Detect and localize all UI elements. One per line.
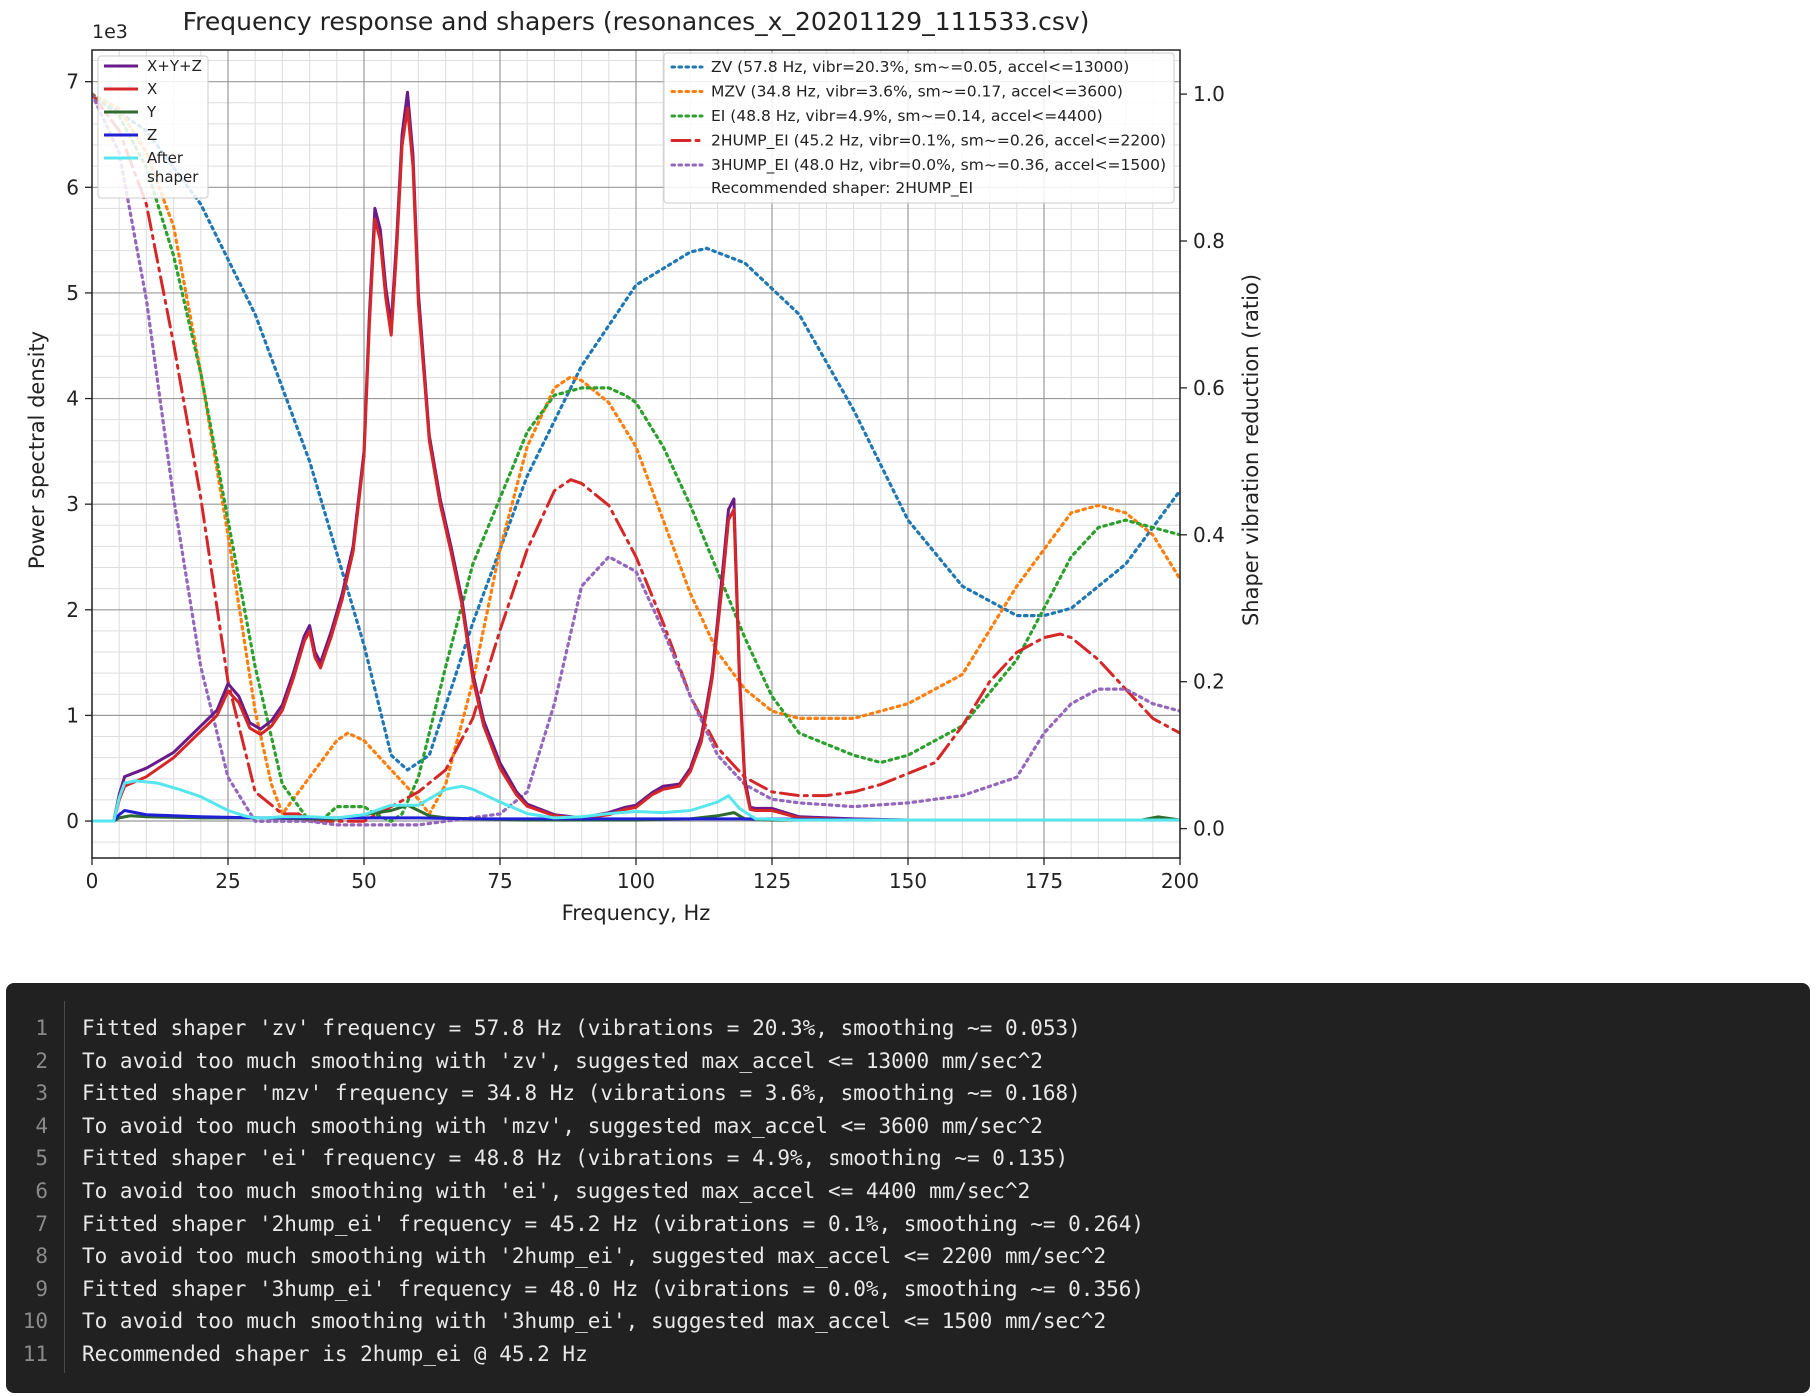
line-text: To avoid too much smoothing with 'zv', s… xyxy=(82,1048,1043,1073)
legend-psd-label: X xyxy=(147,80,157,98)
y-tick-label: 3 xyxy=(66,492,79,516)
legend-shaper-label: MZV (34.8 Hz, vibr=3.6%, sm~=0.17, accel… xyxy=(711,83,1123,101)
console-output: 1 Fitted shaper 'zv' frequency = 57.8 Hz … xyxy=(6,983,1810,1393)
legend-psd-label: After xyxy=(147,149,184,167)
x-tick-label: 75 xyxy=(487,869,512,893)
code-line: 6 To avoid too much smoothing with 'ei', … xyxy=(6,1175,1810,1208)
code-line: 11 Recommended shaper is 2hump_ei @ 45.2 … xyxy=(6,1338,1810,1371)
line-number: 3 xyxy=(35,1081,48,1106)
legend-psd-label: shaper xyxy=(147,168,199,186)
y-tick-label: 7 xyxy=(66,70,79,94)
legend-shaper-label: EI (48.8 Hz, vibr=4.9%, sm~=0.14, accel<… xyxy=(711,107,1103,125)
legend-recommended-text: Recommended shaper: 2HUMP_EI xyxy=(711,179,973,198)
x-tick-label: 150 xyxy=(889,869,927,893)
legend-shaper-label: ZV (57.8 Hz, vibr=20.3%, sm~=0.05, accel… xyxy=(711,58,1129,76)
shaper-line xyxy=(92,92,1180,823)
shaper-line xyxy=(92,92,1180,823)
x-tick-label: 200 xyxy=(1161,869,1199,893)
line-text: Fitted shaper '2hump_ei' frequency = 45.… xyxy=(82,1211,1145,1236)
y-offset-text: 1e3 xyxy=(92,21,128,43)
line-number: 11 xyxy=(22,1341,48,1366)
line-text: Recommended shaper is 2hump_ei @ 45.2 Hz xyxy=(82,1341,588,1366)
y-tick-label: 5 xyxy=(66,281,79,305)
legend-shapers: ZV (57.8 Hz, vibr=20.3%, sm~=0.05, accel… xyxy=(663,52,1175,204)
line-number: 6 xyxy=(35,1178,48,1203)
line-text: Fitted shaper 'zv' frequency = 57.8 Hz (… xyxy=(82,1016,1081,1040)
legend-psd-box xyxy=(97,55,209,199)
shaper-line xyxy=(92,92,1180,827)
x-tick-label: 125 xyxy=(753,869,791,893)
y-right-tick-label: 0.0 xyxy=(1193,817,1225,841)
y-tick-label: 4 xyxy=(66,387,79,411)
line-number: 9 xyxy=(35,1276,48,1301)
y-right-tick-label: 0.6 xyxy=(1193,376,1225,400)
y-right-tick-label: 1.0 xyxy=(1193,82,1225,106)
legend-shaper-label: 2HUMP_EI (45.2 Hz, vibr=0.1%, sm~=0.26, … xyxy=(711,132,1166,151)
legend-psd-label: Y xyxy=(146,103,157,121)
line-number: 5 xyxy=(35,1146,48,1171)
x-tick-label: 50 xyxy=(351,869,376,893)
code-line: 2 To avoid too much smoothing with 'zv', … xyxy=(6,1045,1810,1078)
line-text: Fitted shaper 'mzv' frequency = 34.8 Hz … xyxy=(82,1081,1081,1106)
frequency-response-chart: Frequency response and shapers (resonanc… xyxy=(25,7,1263,925)
y-axis-label: Power spectral density xyxy=(25,331,49,569)
legend-shaper-label: 3HUMP_EI (48.0 Hz, vibr=0.0%, sm~=0.36, … xyxy=(711,156,1166,175)
line-text: Fitted shaper 'ei' frequency = 48.8 Hz (… xyxy=(82,1146,1069,1171)
line-number: 7 xyxy=(35,1211,48,1236)
series-lines xyxy=(92,90,1180,827)
line-number: 8 xyxy=(35,1244,48,1269)
legend-shapers-box xyxy=(663,52,1175,204)
line-number: 2 xyxy=(35,1048,48,1073)
line-text: To avoid too much smoothing with 'mzv', … xyxy=(82,1113,1043,1138)
line-text: To avoid too much smoothing with '2hump_… xyxy=(82,1244,1107,1269)
code-line: 7 Fitted shaper '2hump_ei' frequency = 45… xyxy=(6,1208,1810,1241)
code-line: 10 To avoid too much smoothing with '3hum… xyxy=(6,1305,1810,1338)
y-right-tick-label: 0.8 xyxy=(1193,229,1225,253)
line-number: 1 xyxy=(35,1016,48,1040)
y-right-tick-label: 0.2 xyxy=(1193,670,1225,694)
x-tick-label: 100 xyxy=(617,869,655,893)
legend-psd-label: X+Y+Z xyxy=(147,57,202,75)
psd-line xyxy=(92,779,1180,823)
code-line: 5 Fitted shaper 'ei' frequency = 48.8 Hz … xyxy=(6,1142,1810,1175)
line-number: 4 xyxy=(35,1113,48,1138)
y-right-tick-label: 0.4 xyxy=(1193,523,1225,547)
shaper-line xyxy=(92,92,1180,816)
line-text: Fitted shaper '3hump_ei' frequency = 48.… xyxy=(82,1276,1145,1301)
x-tick-label: 25 xyxy=(215,869,240,893)
line-text: To avoid too much smoothing with 'ei', s… xyxy=(82,1178,1031,1203)
line-number: 10 xyxy=(22,1309,48,1334)
line-text: To avoid too much smoothing with '3hump_… xyxy=(82,1309,1107,1334)
legend-psd-label: Z xyxy=(147,126,157,144)
y-tick-label: 6 xyxy=(66,175,79,199)
code-line: 8 To avoid too much smoothing with '2hump… xyxy=(6,1240,1810,1273)
chart-canvas: Frequency response and shapers (resonanc… xyxy=(25,7,1263,925)
axis-ticks: 0 25 50 75 100 125 150 175 200 0 1 2 3 4 5 6 7 0.0 0.2 0.4 0… xyxy=(66,70,1225,893)
x-axis-label: Frequency, Hz xyxy=(562,901,711,925)
gutter-divider xyxy=(64,1001,65,1373)
code-line: 3 Fitted shaper 'mzv' frequency = 34.8 Hz… xyxy=(6,1077,1810,1110)
x-tick-label: 175 xyxy=(1025,869,1063,893)
code-line: 1 Fitted shaper 'zv' frequency = 57.8 Hz … xyxy=(6,1012,1810,1045)
code-line: 4 To avoid too much smoothing with 'mzv',… xyxy=(6,1110,1810,1143)
y-tick-label: 1 xyxy=(66,703,79,727)
x-tick-label: 0 xyxy=(86,869,99,893)
y-tick-label: 2 xyxy=(66,598,79,622)
shaper-line xyxy=(92,92,1180,772)
code-line: 9 Fitted shaper '3hump_ei' frequency = 48… xyxy=(6,1273,1810,1306)
y-tick-label: 0 xyxy=(66,809,79,833)
psd-line xyxy=(92,106,1180,823)
chart-title: Frequency response and shapers (resonanc… xyxy=(183,7,1090,36)
y-right-axis-label: Shaper vibration reduction (ratio) xyxy=(1239,274,1263,626)
